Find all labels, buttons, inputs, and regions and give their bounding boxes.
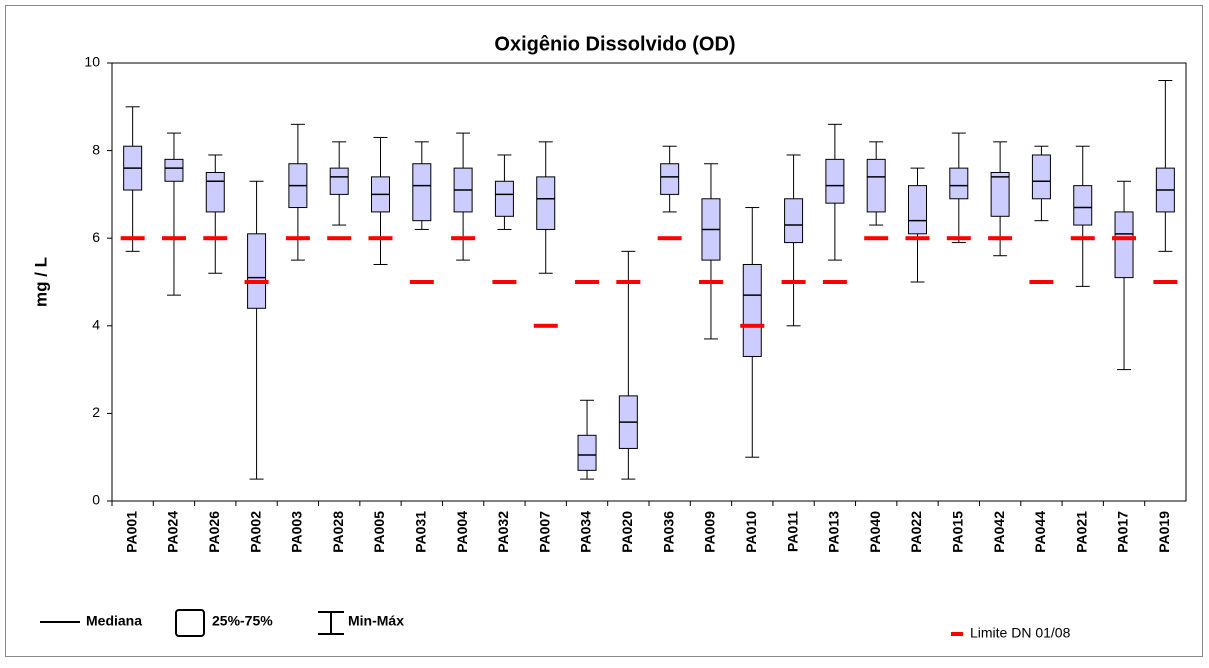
chart-frame: [5, 5, 1203, 657]
x-tick-label: PA032: [495, 511, 511, 553]
limit-marker: [451, 236, 476, 241]
limit-marker: [161, 236, 186, 241]
limit-marker: [244, 280, 269, 284]
limit-marker: [946, 236, 971, 241]
legend-whisker-key: [318, 611, 344, 635]
limit-marker: [327, 236, 352, 241]
limit-marker: [988, 236, 1013, 241]
x-tick-label: PA040: [867, 511, 883, 553]
x-tick-label: PA019: [1156, 511, 1172, 553]
y-tick-label: 8: [92, 141, 100, 157]
y-axis-label: mg / L: [31, 257, 50, 307]
box: [908, 185, 927, 235]
x-tick-label: PA021: [1073, 511, 1089, 553]
limit-marker: [1070, 236, 1095, 241]
x-tick-label: PA036: [660, 511, 676, 553]
x-tick-label: PA022: [908, 511, 924, 553]
y-tick-label: 0: [92, 492, 100, 508]
x-tick-label: PA009: [702, 511, 718, 553]
legend-limit-key: [951, 632, 963, 636]
y-tick-label: 4: [92, 317, 100, 333]
x-tick-label: PA044: [1032, 511, 1048, 553]
x-tick-label: PA024: [165, 511, 181, 553]
box: [990, 172, 1010, 217]
x-tick-label: PA002: [247, 511, 263, 553]
x-tick-label: PA026: [206, 511, 222, 553]
box: [660, 163, 680, 195]
legend-label: 25%-75%: [212, 613, 273, 629]
box: [825, 158, 845, 204]
box: [949, 167, 969, 200]
box: [164, 158, 184, 182]
box: [1114, 211, 1134, 279]
legend-label: Min-Máx: [348, 613, 404, 629]
box: [742, 263, 762, 357]
limit-marker: [864, 236, 889, 241]
legend-label: Limite DN 01/08: [970, 625, 1071, 641]
box: [412, 163, 432, 222]
y-tick-label: 6: [92, 229, 100, 245]
x-tick-label: PA005: [371, 511, 387, 553]
box: [329, 167, 349, 195]
x-tick-label: PA001: [123, 511, 139, 553]
limit-marker: [1153, 280, 1178, 284]
box: [1073, 185, 1093, 226]
legend: Mediana 25%-75% Min-Máx Limite DN 01/08: [40, 609, 1071, 641]
x-tick-label: PA007: [536, 511, 552, 553]
box: [577, 434, 597, 471]
limit-marker: [203, 236, 228, 241]
limit-marker: [740, 323, 765, 328]
limit-marker: [905, 236, 930, 241]
x-tick-label: PA013: [826, 511, 842, 553]
legend-label: Mediana: [86, 613, 142, 629]
limit-marker: [781, 280, 806, 284]
limit-marker: [120, 236, 145, 241]
x-tick-label: PA042: [991, 511, 1007, 553]
box: [247, 233, 267, 309]
box: [536, 176, 556, 230]
x-tick-label: PA017: [1115, 511, 1131, 553]
x-tick-label: PA031: [413, 511, 429, 553]
limit-marker: [1112, 236, 1137, 241]
limit-marker: [409, 280, 434, 284]
limit-marker: [657, 236, 682, 241]
limit-marker: [616, 280, 641, 284]
box: [205, 172, 225, 213]
x-tick-label: PA028: [330, 511, 346, 553]
limit-marker: [368, 236, 393, 241]
limit-marker: [575, 280, 600, 284]
box: [1031, 154, 1051, 200]
x-tick-label: PA011: [784, 511, 800, 552]
x-tick-label: PA003: [289, 511, 305, 553]
limit-marker: [1029, 280, 1054, 284]
x-tick-label: PA015: [950, 511, 966, 553]
box: [494, 180, 514, 217]
box: [784, 198, 804, 244]
box: [866, 158, 886, 213]
legend-box-key: [175, 609, 205, 637]
chart-title: Oxigênio Dissolvido (OD): [494, 33, 735, 55]
x-tick-label: PA020: [619, 511, 635, 553]
y-tick-label: 2: [92, 404, 100, 420]
limit-marker: [822, 280, 847, 284]
x-tick-label: PA034: [578, 511, 594, 553]
limit-marker: [285, 236, 310, 241]
y-tick-label: 10: [84, 54, 100, 70]
limit-marker: [698, 280, 723, 284]
limit-marker: [533, 323, 558, 328]
limit-marker: [492, 280, 517, 284]
x-tick-label: PA004: [454, 511, 470, 553]
x-tick-label: PA010: [743, 511, 759, 553]
